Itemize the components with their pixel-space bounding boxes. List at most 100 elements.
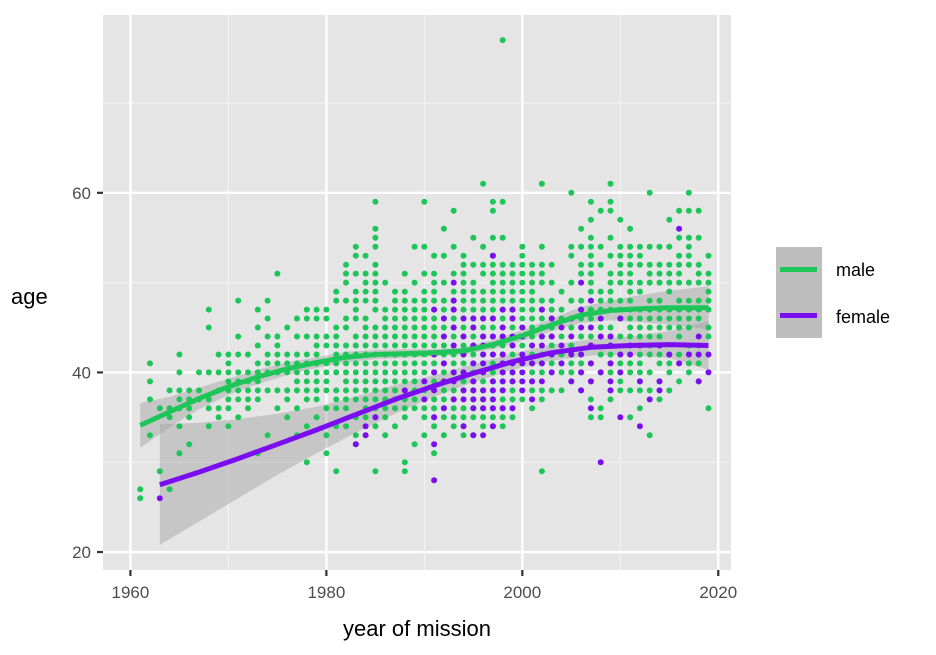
male-point bbox=[343, 378, 349, 385]
male-point bbox=[352, 333, 359, 340]
male-point bbox=[578, 225, 585, 232]
male-point bbox=[607, 288, 614, 295]
male-point bbox=[225, 360, 232, 367]
male-point bbox=[587, 216, 594, 223]
male-point bbox=[352, 378, 359, 385]
male-point bbox=[529, 405, 536, 412]
male-point bbox=[245, 369, 251, 376]
male-point bbox=[705, 270, 712, 277]
male-point bbox=[646, 270, 653, 277]
male-point bbox=[254, 342, 261, 349]
female-point bbox=[421, 396, 428, 403]
male-point bbox=[205, 369, 212, 376]
male-point bbox=[303, 396, 310, 403]
female-point bbox=[499, 378, 506, 385]
female-point bbox=[578, 306, 585, 313]
male-point bbox=[431, 342, 438, 349]
male-point bbox=[676, 378, 683, 385]
female-point bbox=[480, 396, 487, 403]
male-point bbox=[147, 360, 153, 367]
male-point bbox=[529, 306, 536, 313]
x-tick-label: 1980 bbox=[307, 583, 345, 602]
male-point bbox=[568, 342, 575, 349]
male-point bbox=[166, 486, 173, 493]
male-point bbox=[587, 396, 594, 403]
female-point bbox=[431, 477, 438, 484]
male-point bbox=[392, 306, 398, 313]
male-point bbox=[421, 270, 428, 277]
female-point bbox=[548, 369, 555, 376]
male-point bbox=[568, 189, 575, 196]
female-point bbox=[695, 333, 702, 340]
female-point bbox=[568, 333, 575, 340]
male-point bbox=[450, 333, 457, 340]
male-point bbox=[568, 297, 575, 304]
female-point bbox=[558, 342, 565, 349]
male-point bbox=[431, 252, 438, 259]
male-point bbox=[636, 315, 643, 322]
female-point bbox=[450, 306, 457, 313]
male-point bbox=[460, 432, 467, 439]
male-point bbox=[695, 315, 702, 322]
male-point bbox=[460, 306, 467, 313]
male-point bbox=[480, 288, 487, 295]
male-point bbox=[676, 261, 683, 268]
male-point bbox=[519, 315, 526, 322]
female-point bbox=[568, 378, 575, 385]
male-point bbox=[676, 279, 683, 286]
male-point bbox=[489, 198, 496, 205]
male-point bbox=[646, 324, 653, 331]
male-point bbox=[587, 333, 594, 340]
male-point bbox=[176, 351, 183, 358]
female-point bbox=[578, 369, 585, 376]
male-point bbox=[323, 306, 330, 313]
male-point bbox=[548, 360, 555, 367]
male-point bbox=[666, 360, 673, 367]
male-point bbox=[372, 243, 379, 250]
male-point bbox=[392, 423, 398, 430]
male-point bbox=[176, 396, 183, 403]
male-point bbox=[499, 288, 506, 295]
legend-label-male: male bbox=[836, 260, 875, 280]
male-point bbox=[676, 333, 683, 340]
male-point bbox=[656, 360, 663, 367]
male-point bbox=[450, 414, 457, 421]
female-point bbox=[656, 387, 663, 394]
male-point bbox=[333, 387, 340, 394]
male-point bbox=[343, 315, 349, 322]
female-trend-line bbox=[159, 342, 709, 488]
female-point bbox=[578, 279, 585, 286]
male-point bbox=[617, 360, 624, 367]
female-point bbox=[597, 459, 604, 466]
male-point bbox=[597, 261, 604, 268]
male-point bbox=[685, 252, 692, 259]
male-point bbox=[215, 414, 222, 421]
female-point bbox=[440, 405, 447, 412]
male-point bbox=[431, 450, 438, 457]
male-point bbox=[695, 297, 702, 304]
male-point bbox=[519, 396, 526, 403]
male-point bbox=[548, 261, 555, 268]
male-point bbox=[656, 243, 663, 250]
male-point bbox=[627, 333, 634, 340]
male-point bbox=[676, 234, 683, 241]
female-point bbox=[529, 378, 536, 385]
y-tick-label: 20 bbox=[72, 543, 91, 562]
male-point bbox=[362, 378, 369, 385]
male-point bbox=[303, 423, 310, 430]
male-point bbox=[362, 333, 369, 340]
male-point bbox=[499, 396, 506, 403]
male-point bbox=[401, 342, 408, 349]
male-point bbox=[235, 369, 242, 376]
male-point bbox=[352, 369, 359, 376]
male-point bbox=[382, 360, 389, 367]
male-point bbox=[627, 243, 634, 250]
male-point bbox=[529, 315, 536, 322]
female-point bbox=[450, 324, 457, 331]
male-point bbox=[313, 315, 320, 322]
male-point bbox=[499, 261, 506, 268]
female-point bbox=[646, 396, 653, 403]
male-point bbox=[597, 288, 604, 295]
male-point bbox=[333, 405, 340, 412]
male-point bbox=[627, 261, 634, 268]
